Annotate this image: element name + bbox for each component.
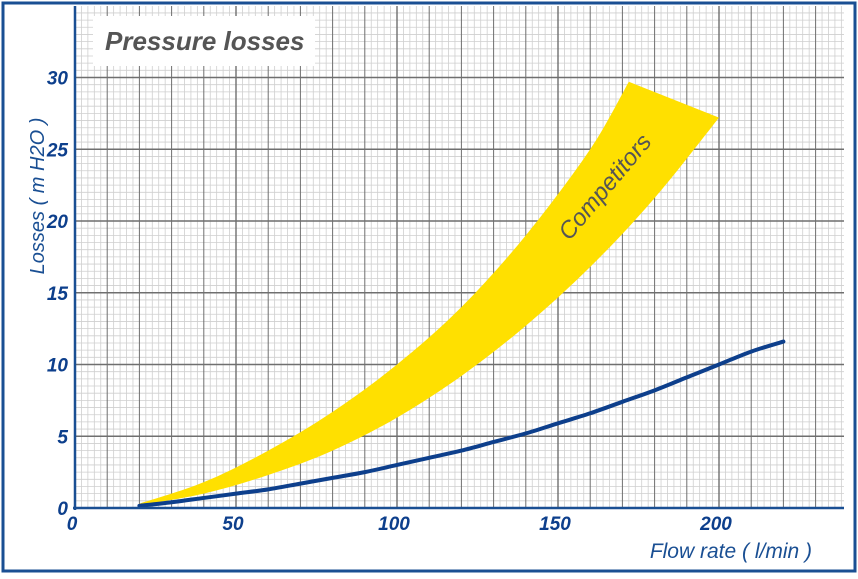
series-layer xyxy=(137,339,786,508)
y-tick-label: 15 xyxy=(47,284,69,305)
y-tick-label: 10 xyxy=(47,356,69,377)
x-tick-label: 200 xyxy=(699,514,732,535)
y-tick-label: 5 xyxy=(57,427,68,448)
y-tick-label: 0 xyxy=(57,499,68,520)
x-tick-label: 0 xyxy=(67,514,78,535)
title-box xyxy=(93,16,315,66)
chart-title: Pressure losses xyxy=(105,26,304,56)
y-tick-label: 30 xyxy=(47,69,69,90)
product-loss-line xyxy=(137,339,786,508)
x-axis-label: Flow rate ( l/min ) xyxy=(650,540,812,563)
axis-layer: 0 50 100 150 200 0 5 10 15 20 25 30 xyxy=(46,6,844,535)
competitors-band xyxy=(139,81,719,506)
x-tick-label: 150 xyxy=(539,514,571,535)
x-tick-label: 50 xyxy=(222,514,244,535)
y-tick-label: 25 xyxy=(46,140,69,161)
x-tick-label: 100 xyxy=(378,514,410,535)
band-layer xyxy=(139,81,719,506)
y-tick-label: 20 xyxy=(46,212,69,233)
y-axis-label: Losses ( m H2O ) xyxy=(27,118,49,275)
